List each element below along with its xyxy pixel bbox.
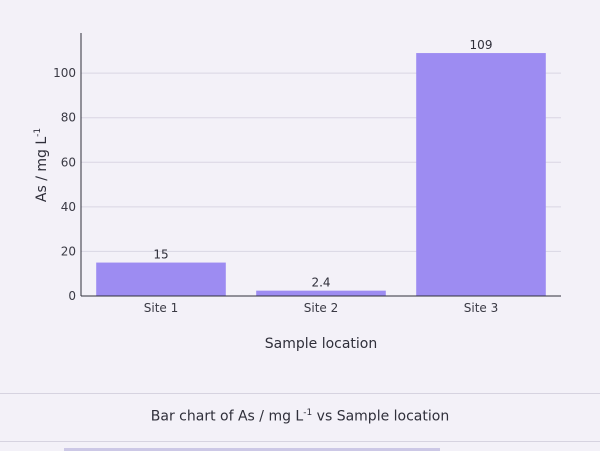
data-label-2: 2.4 — [311, 276, 330, 290]
x-axis-title: Sample location — [265, 336, 378, 352]
bar-3 — [416, 53, 546, 296]
bar-2 — [256, 290, 386, 296]
caption-area: Bar chart of As / mg L-1 vs Sample locat… — [0, 393, 600, 442]
y-axis-title-superscript: -1 — [33, 128, 43, 137]
data-label-1: 15 — [153, 248, 168, 262]
chart-caption: Bar chart of As / mg L-1 vs Sample locat… — [0, 408, 600, 425]
bottom-strip — [64, 448, 440, 451]
caption-suffix: vs Sample location — [312, 408, 450, 425]
bar-1 — [96, 262, 226, 296]
labels: 0 20 40 60 80 100 15 Site 1 2.4 Site 2 109 Site 3 — [53, 38, 498, 315]
bars — [96, 53, 546, 296]
y-tick-label-40: 40 — [61, 200, 76, 214]
y-tick-label-80: 80 — [61, 111, 76, 125]
y-tick-label-20: 20 — [61, 244, 76, 258]
axes — [80, 33, 561, 297]
y-axis-title: As / mg L-1 — [33, 128, 50, 202]
y-axis-title-text: As / mg L — [34, 137, 50, 202]
x-tick-label-2: Site 2 — [304, 301, 339, 315]
caption-superscript: -1 — [303, 408, 313, 418]
x-tick-label-1: Site 1 — [144, 301, 179, 315]
data-label-3: 109 — [470, 38, 493, 52]
bar-chart: 0 20 40 60 80 100 15 Site 1 2.4 Site 2 109 Site 3 S… — [33, 33, 561, 352]
y-tick-label-100: 100 — [53, 66, 76, 80]
y-tick-label-0: 0 — [68, 289, 76, 303]
y-tick-label-60: 60 — [61, 155, 76, 169]
caption-prefix: Bar chart of As / mg L — [150, 408, 304, 425]
x-tick-label-3: Site 3 — [464, 301, 499, 315]
